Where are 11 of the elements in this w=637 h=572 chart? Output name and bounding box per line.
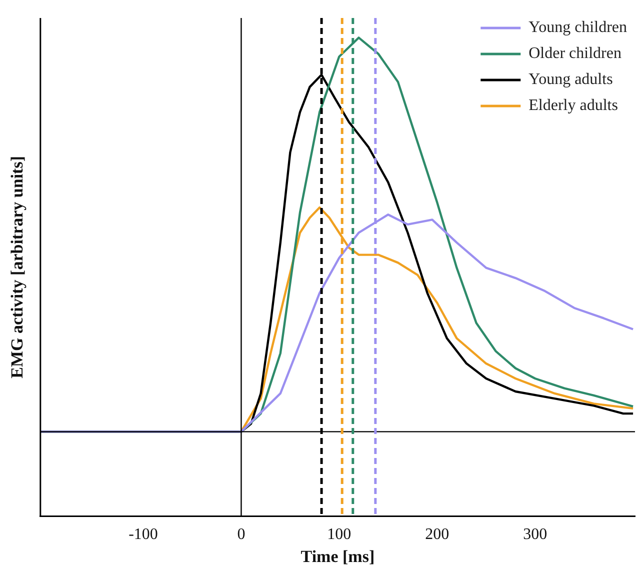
x-tick-label: -100 xyxy=(128,526,158,544)
x-tick-label: 0 xyxy=(237,526,246,544)
y-axis-title: EMG activity [arbitrary units] xyxy=(8,156,27,378)
legend-label: Older children xyxy=(528,45,622,62)
x-axis-title: Time [ms] xyxy=(300,547,375,566)
legend-label: Elderly adults xyxy=(528,97,618,114)
x-tick-label: 100 xyxy=(327,526,352,544)
x-tick-label: 200 xyxy=(425,526,450,544)
legend-label: Young children xyxy=(528,19,627,36)
legend-label: Young adults xyxy=(528,71,613,88)
x-tick-label: 300 xyxy=(523,526,548,544)
